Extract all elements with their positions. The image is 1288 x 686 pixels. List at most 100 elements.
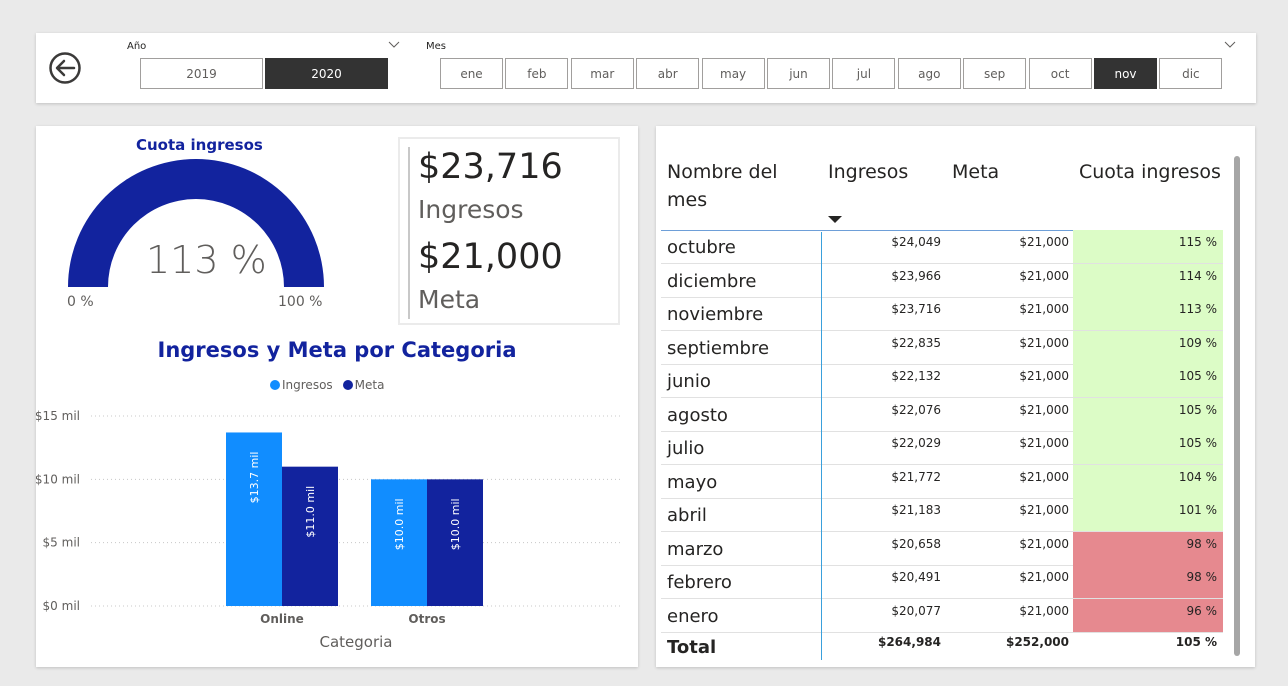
table-row[interactable]: enero $20,077 $21,000 96 % [661, 598, 1223, 633]
month-option-ene[interactable]: ene [440, 58, 503, 89]
month-option-abr[interactable]: abr [636, 58, 700, 89]
kpi-meta-label: Meta [418, 285, 481, 314]
back-arrow-icon[interactable] [48, 51, 82, 85]
year-option-2019[interactable]: 2019 [140, 58, 263, 89]
total-cuota: 105 % [1175, 635, 1217, 649]
y-tick-label: $10 mil [36, 472, 80, 486]
cell-meta: $21,000 [1019, 335, 1069, 350]
kpi-ingresos-label: Ingresos [418, 195, 524, 224]
table-row[interactable]: abril $21,183 $21,000 101 % [661, 498, 1223, 532]
cell-ingresos: $22,132 [891, 369, 941, 383]
x-tick-label: Online [260, 612, 304, 626]
x-tick-label: Otros [408, 612, 445, 626]
cell-month: marzo [667, 538, 724, 560]
legend-item-meta[interactable]: Meta [342, 378, 384, 392]
bar-meta [282, 466, 338, 606]
month-option-jul[interactable]: jul [832, 58, 896, 89]
x-axis-title: Categoria [319, 633, 392, 651]
cell-meta: $21,000 [1019, 369, 1069, 383]
column-divider [821, 232, 822, 660]
table-row[interactable]: octubre $24,049 $21,000 115 % [661, 230, 1223, 264]
cell-month: enero [667, 605, 719, 627]
column-header-month-line2: mes [667, 189, 708, 211]
cell-ingresos: $20,491 [891, 570, 941, 584]
cell-cuota: 113 % [1073, 297, 1223, 330]
chart-title: Ingresos y Meta por Categoria [157, 338, 517, 362]
kpi-ingresos-value: $23,716 [418, 147, 563, 187]
column-header-month[interactable]: Nombre del mes [667, 158, 778, 214]
cell-month: diciembre [667, 270, 757, 292]
cell-cuota: 105 % [1073, 431, 1223, 464]
total-meta: $252,000 [1005, 635, 1069, 649]
legend-dot-meta [342, 380, 353, 390]
column-header-meta[interactable]: Meta [952, 161, 1000, 183]
table-row[interactable]: diciembre $23,966 $21,000 114 % [661, 263, 1223, 298]
cell-ingresos: $22,029 [891, 436, 941, 450]
cell-cuota: 114 % [1073, 263, 1223, 297]
month-option-sep[interactable]: sep [963, 58, 1027, 89]
cell-month: agosto [667, 404, 728, 426]
cell-meta: $21,000 [1019, 268, 1069, 283]
month-option-nov[interactable]: nov [1094, 58, 1157, 89]
legend-label-ingresos: Ingresos [282, 378, 333, 392]
cell-cuota: 98 % [1073, 531, 1223, 565]
table-row[interactable]: noviembre $23,716 $21,000 113 % [661, 297, 1223, 331]
table-scrollbar[interactable] [1234, 156, 1240, 656]
cell-ingresos: $24,049 [891, 235, 941, 249]
table-total-row: Total $264,984 $252,000 105 % [661, 630, 1223, 664]
year-option-2020[interactable]: 2020 [265, 58, 388, 89]
table-row[interactable]: mayo $21,772 $21,000 104 % [661, 464, 1223, 499]
bar-ingresos [371, 479, 427, 606]
bar-data-label: $10.0 mil [449, 498, 462, 550]
gauge-value: 113 % [146, 238, 267, 282]
cell-meta: $21,000 [1019, 570, 1069, 584]
cell-meta: $21,000 [1019, 603, 1069, 618]
month-option-ago[interactable]: ago [897, 58, 961, 89]
month-option-feb[interactable]: feb [505, 58, 569, 89]
month-option-mar[interactable]: mar [570, 58, 634, 89]
bar-chart: $0 mil $5 mil $10 mil $15 mil $13.7 mil $11.0… [36, 409, 621, 651]
months-table: Nombre del mes Ingresos Meta Cuota ingre… [656, 126, 1255, 667]
cell-ingresos: $20,658 [891, 536, 941, 551]
cell-meta: $21,000 [1019, 235, 1069, 249]
cell-meta: $21,000 [1019, 436, 1069, 450]
cell-cuota: 109 % [1073, 330, 1223, 364]
cell-meta: $21,000 [1019, 503, 1069, 517]
month-option-oct[interactable]: oct [1028, 58, 1092, 89]
y-tick-label: $5 mil [43, 536, 80, 550]
header-divider [661, 230, 1223, 231]
chart-legend: Ingresos Meta [270, 378, 384, 392]
gauge-max-label: 100 % [278, 294, 323, 310]
bar-ingresos [226, 432, 282, 606]
year-chevron-down-icon[interactable] [388, 39, 400, 49]
year-slicer-title: Año [127, 41, 147, 52]
month-option-jun[interactable]: jun [767, 58, 830, 89]
cell-month: febrero [667, 572, 732, 593]
legend-item-ingresos[interactable]: Ingresos [270, 378, 333, 392]
legend-dot-ingresos [270, 380, 280, 390]
cell-ingresos: $22,076 [891, 402, 941, 417]
cell-ingresos: $22,835 [891, 335, 941, 350]
total-label: Total [667, 637, 717, 658]
bar-data-label: $13.7 mil [248, 452, 261, 504]
month-chevron-down-icon[interactable] [1224, 39, 1236, 49]
cell-ingresos: $21,772 [891, 469, 941, 484]
month-option-may[interactable]: may [701, 58, 765, 89]
table-row[interactable]: septiembre $22,835 $21,000 109 % [661, 330, 1223, 365]
cell-meta: $21,000 [1019, 469, 1069, 484]
table-row[interactable]: marzo $20,658 $21,000 98 % [661, 531, 1223, 566]
cell-cuota: 105 % [1073, 397, 1223, 431]
cell-meta: $21,000 [1019, 302, 1069, 316]
table-row[interactable]: junio $22,132 $21,000 105 % [661, 364, 1223, 398]
table-row[interactable]: julio $22,029 $21,000 105 % [661, 431, 1223, 465]
column-header-ingresos[interactable]: Ingresos [828, 161, 909, 183]
table-row[interactable]: agosto $22,076 $21,000 105 % [661, 397, 1223, 432]
cell-cuota: 105 % [1073, 364, 1223, 397]
column-header-cuota[interactable]: Cuota ingresos [1079, 161, 1221, 183]
table-row[interactable]: febrero $20,491 $21,000 98 % [661, 565, 1223, 599]
sort-descending-icon[interactable] [828, 216, 842, 223]
month-option-dic[interactable]: dic [1159, 58, 1223, 89]
filter-bar: Año 2019 2020 Mes ene feb mar abr may jun jul ag… [36, 33, 1256, 103]
cell-month: mayo [667, 471, 718, 493]
cell-cuota: 98 % [1073, 565, 1223, 598]
